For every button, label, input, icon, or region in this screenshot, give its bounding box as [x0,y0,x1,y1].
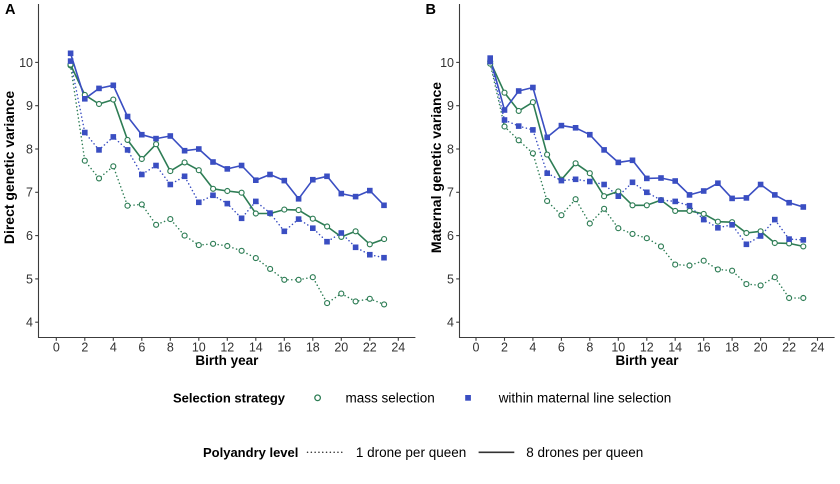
svg-text:4: 4 [447,316,454,330]
svg-text:18: 18 [725,341,739,355]
svg-text:24: 24 [811,341,825,355]
svg-text:A: A [5,2,16,18]
svg-text:5: 5 [26,272,33,286]
svg-text:8: 8 [26,142,33,156]
svg-text:9: 9 [26,99,33,113]
svg-text:Maternal genetic variance: Maternal genetic variance [428,82,444,253]
svg-text:8: 8 [167,341,174,355]
svg-text:Birth year: Birth year [615,353,679,368]
svg-text:16: 16 [277,341,291,355]
svg-text:20: 20 [754,341,768,355]
svg-text:8: 8 [586,341,593,355]
svg-text:16: 16 [697,341,711,355]
svg-text:22: 22 [363,341,377,355]
svg-text:9: 9 [447,99,454,113]
svg-text:Birth year: Birth year [195,353,259,368]
svg-text:12: 12 [220,341,234,355]
svg-text:14: 14 [249,341,263,355]
svg-text:2: 2 [501,341,508,355]
svg-text:20: 20 [334,341,348,355]
svg-text:8: 8 [447,142,454,156]
svg-text:0: 0 [473,341,480,355]
svg-text:Polyandry level: Polyandry level [203,445,298,460]
svg-text:6: 6 [138,341,145,355]
svg-text:14: 14 [668,341,682,355]
svg-text:4: 4 [26,316,33,330]
svg-text:2: 2 [81,341,88,355]
svg-text:Direct genetic variance: Direct genetic variance [1,91,17,245]
svg-text:10: 10 [440,56,454,70]
svg-text:7: 7 [26,186,33,200]
svg-text:10: 10 [192,341,206,355]
svg-text:10: 10 [611,341,625,355]
svg-text:8 drones per queen: 8 drones per queen [526,445,643,460]
svg-text:B: B [426,2,436,18]
svg-text:4: 4 [529,341,536,355]
svg-text:6: 6 [26,229,33,243]
svg-text:22: 22 [782,341,796,355]
svg-text:7: 7 [447,186,454,200]
svg-text:10: 10 [19,56,33,70]
svg-text:4: 4 [110,341,117,355]
svg-text:0: 0 [53,341,60,355]
svg-text:mass selection: mass selection [346,390,435,405]
svg-text:6: 6 [558,341,565,355]
svg-text:18: 18 [306,341,320,355]
svg-text:6: 6 [447,229,454,243]
svg-text:within maternal line selection: within maternal line selection [498,390,672,405]
svg-text:24: 24 [391,341,405,355]
svg-text:Selection strategy: Selection strategy [173,390,286,405]
svg-text:5: 5 [447,272,454,286]
svg-text:12: 12 [640,341,654,355]
svg-text:1 drone per queen: 1 drone per queen [356,445,466,460]
